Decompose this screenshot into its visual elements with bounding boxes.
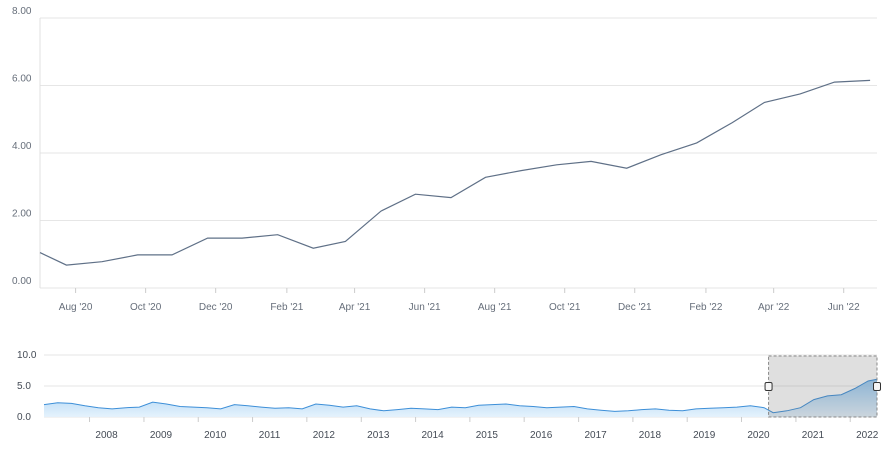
navigator-x-tick-label: 2012	[313, 430, 336, 441]
navigator-x-tick-label: 2019	[693, 430, 716, 441]
navigator-selected-range[interactable]	[768, 355, 878, 418]
main-y-tick-label: 8.00	[12, 6, 32, 17]
main-y-tick-label: 2.00	[12, 209, 32, 220]
navigator-y-axis: 0.0 5.0 10.0	[17, 350, 37, 423]
navigator-y-tick-label: 5.0	[17, 381, 31, 392]
main-x-tick-label: Oct '21	[549, 302, 581, 313]
main-x-tick-label: Apr '22	[758, 302, 790, 313]
navigator-y-tick-label: 10.0	[17, 350, 37, 361]
navigator-x-tick-label: 2022	[856, 430, 879, 441]
main-x-tick-label: Dec '21	[618, 302, 652, 313]
main-x-tick-label: Jun '22	[828, 302, 860, 313]
navigator-x-tick-label: 2009	[150, 430, 173, 441]
navigator-x-tick-label: 2021	[802, 430, 825, 441]
navigator-handle-left[interactable]	[764, 382, 773, 391]
navigator-chart[interactable]: 0.05.010.0 2008 2009 2010 2011 2012 2013 2014 2…	[0, 320, 892, 459]
navigator-handle-right[interactable]	[873, 382, 881, 391]
main-x-tick-label: Aug '21	[478, 302, 512, 313]
navigator-x-axis: 2008 2009 2010 2011 2012 2013 2014 2015 2016 2017…	[89, 417, 879, 441]
main-x-tick-label: Dec '20	[199, 302, 233, 313]
main-y-tick-label: 4.00	[12, 141, 32, 152]
main-y-tick-label: 0.00	[12, 276, 32, 287]
navigator-x-tick-label: 2015	[476, 430, 499, 441]
main-x-tick-label: Feb '21	[270, 302, 303, 313]
navigator-x-tick-label: 2010	[204, 430, 227, 441]
navigator-x-tick-label: 2016	[530, 430, 553, 441]
main-grid	[39, 17, 877, 289]
main-x-tick-label: Jun '21	[409, 302, 441, 313]
main-y-axis: 0.00 2.00 4.00 6.00 8.00	[12, 6, 32, 287]
navigator-x-tick-label: 2018	[639, 430, 662, 441]
main-x-axis: Aug '20 Oct '20 Dec '20 Feb '21 Apr '21 Jun '…	[59, 288, 860, 313]
main-x-tick-label: Apr '21	[339, 302, 371, 313]
navigator-x-tick-label: 2013	[367, 430, 390, 441]
main-series-line	[39, 79, 871, 266]
main-x-tick-label: Oct '20	[130, 302, 162, 313]
navigator-x-tick-label: 2011	[259, 430, 281, 441]
navigator-x-tick-label: 2020	[747, 430, 770, 441]
main-line-chart: 0.00 2.00 4.00 6.00 8.00 Aug '20 Oct '20 Dec '…	[12, 6, 877, 313]
navigator-x-tick-label: 2014	[421, 430, 444, 441]
main-y-tick-label: 6.00	[12, 74, 32, 85]
navigator-series-area	[44, 379, 877, 417]
navigator-x-tick-label: 2008	[95, 430, 118, 441]
navigator-y-tick-label: 0.0	[17, 412, 31, 423]
navigator-series-line	[43, 378, 878, 414]
main-x-tick-label: Aug '20	[59, 302, 93, 313]
navigator-x-tick-label: 2017	[584, 430, 607, 441]
main-x-tick-label: Feb '22	[689, 302, 722, 313]
